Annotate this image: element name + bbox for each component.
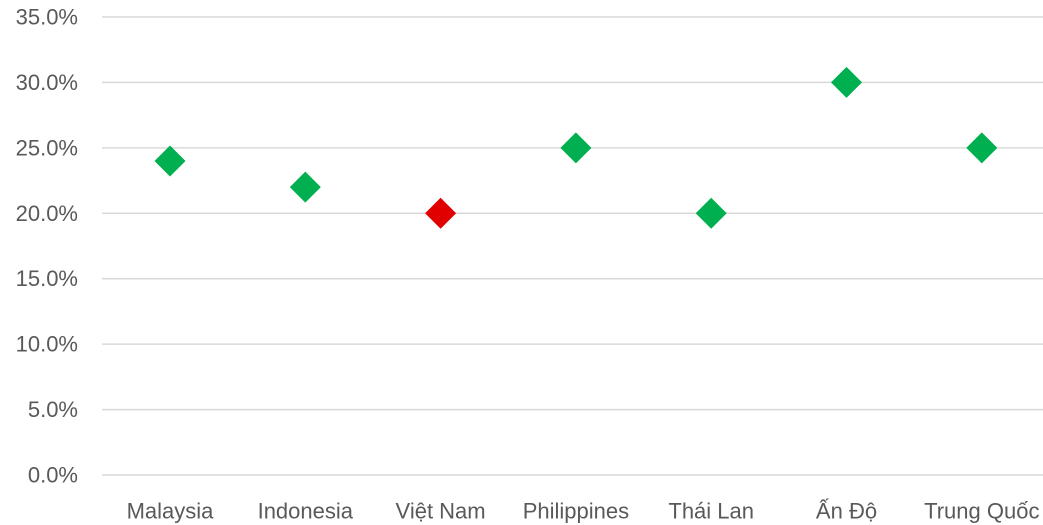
y-tick-label: 30.0% [16,70,78,95]
x-tick-label: Thái Lan [668,499,754,524]
y-tick-label: 35.0% [16,5,78,30]
y-axis-tick-labels: 0.0% 5.0% 10.0% 15.0% 20.0% 25.0% 30.0% 35.0% [16,5,78,488]
x-tick-label: Trung Quốc [924,499,1039,524]
data-point-marker [289,171,321,203]
y-tick-label: 20.0% [16,201,78,226]
data-point-marker [966,132,998,164]
x-tick-label: Malaysia [127,499,215,524]
data-point-marker [425,197,457,229]
x-tick-label: Indonesia [258,499,354,524]
x-tick-label: Ấn Độ [816,499,877,524]
data-point-marker [560,132,592,164]
x-tick-label: Việt Nam [396,499,486,524]
data-point-marker [831,66,862,98]
y-tick-label: 10.0% [16,332,78,357]
gridlines [102,16,1043,476]
x-axis-tick-labels: Malaysia Indonesia Việt Nam Philippines Thái… [127,499,1040,524]
y-tick-label: 5.0% [28,397,78,422]
y-tick-label: 25.0% [16,135,78,160]
x-tick-label: Philippines [523,499,629,524]
y-tick-label: 0.0% [28,463,78,488]
data-point-marker [154,145,186,177]
data-point-marker [695,197,727,229]
y-tick-label: 15.0% [16,266,78,291]
data-markers [154,66,998,229]
